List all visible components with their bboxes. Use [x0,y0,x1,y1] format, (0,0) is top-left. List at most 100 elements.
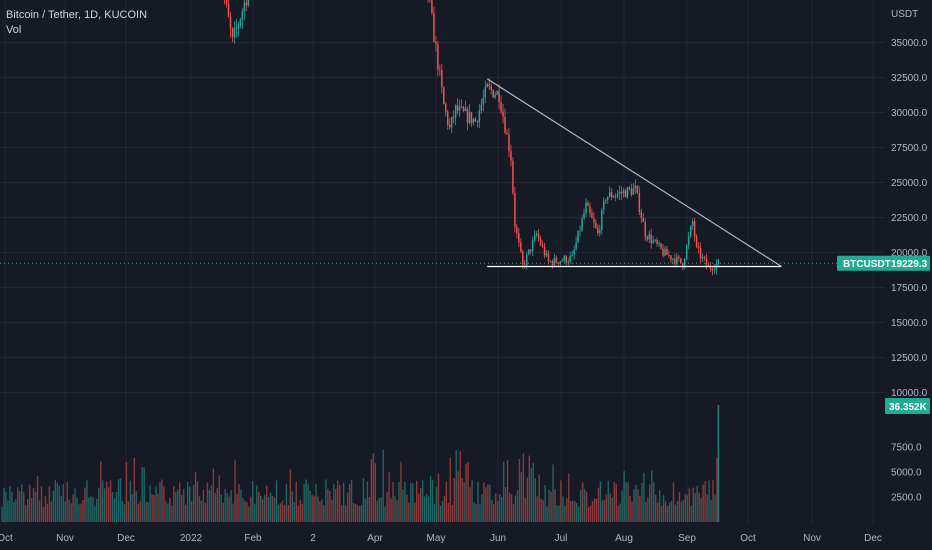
candle-body [450,116,453,128]
price-tick-label: 15000.0 [891,318,928,329]
volume-bar [518,459,521,522]
candle-body [682,262,684,268]
volume-bar [506,460,509,522]
volume-bar [80,503,82,522]
volume-bar [206,482,209,522]
volume-bar [625,482,627,522]
volume-bar [653,482,655,522]
candle-body [606,196,609,201]
volume-bar [331,499,333,522]
volume-bar [662,495,665,522]
volume-bar [473,502,475,522]
volume-bar [668,502,671,522]
volume-bar [376,500,378,522]
volume-bar [717,405,720,522]
volume-bar [188,486,191,522]
volume-bar [28,484,31,522]
volume-bar [271,495,274,522]
volume-bar [230,490,232,522]
candle-body [452,116,455,118]
volume-bar [317,496,319,522]
volume-bar [198,496,201,522]
candle-body [476,121,479,123]
volume-bar [647,497,649,522]
volume-bar [147,502,149,522]
volume-bar [356,505,359,522]
volume-bar [210,485,213,522]
volume-bar [706,494,708,522]
volume-bar [133,458,136,522]
volume-bar [111,492,114,522]
volume-bar [94,506,96,522]
time-tick-label: 2 [310,533,316,544]
volume-bar [157,493,159,522]
volume-bar [236,493,238,522]
volume-bar [418,493,420,522]
candle-body [638,192,641,213]
candle-body [664,248,666,256]
volume-bar [121,501,124,522]
volume-bar [429,475,432,522]
volume-bar [30,498,33,522]
volume-bar [104,488,106,522]
volume-bar [512,503,515,522]
candle-body [547,253,550,262]
last-volume-value: 36.352K [889,402,928,413]
descending-trendline[interactable] [486,78,782,268]
volume-bar [558,505,560,522]
candle-body [672,258,674,260]
candle-body [581,218,583,231]
volume-bar [380,497,382,522]
volume-bar [601,500,604,522]
candle-body [693,221,696,237]
candle-body [597,227,599,233]
volume-bar [366,481,369,522]
volume-bar [32,488,35,522]
volume-bar [550,491,552,522]
volume-bar [346,492,349,522]
volume-bar [645,501,647,522]
volume-bar [666,506,669,522]
volume-bar [637,489,639,522]
volume-bar [702,484,704,522]
volume-tick-label: 7500.0 [891,443,922,454]
candle-body [529,249,532,252]
volume-bar [273,497,276,522]
volume-bar [48,486,51,522]
volume-bar [607,480,610,522]
volume-bar [522,453,525,522]
volume-bar [451,504,453,522]
volume-bar [548,489,550,522]
volume-bars [1,405,720,522]
volume-bar [74,488,76,522]
volume-bar [82,499,84,522]
candle-body [514,193,516,228]
last-price-tag: BTCUSDT 19229.3 [837,255,930,271]
candle-body [654,239,656,241]
volume-bar [692,487,694,522]
time-tick-label: Jul [555,533,568,544]
candle-body [535,233,538,236]
candle-body [713,269,716,271]
price-tick-label: 35000.0 [891,38,928,49]
candle-body [687,236,690,246]
volume-bar [621,490,623,522]
time-axis[interactable]: Oct Nov Dec 2022 Feb 2 Apr May Jun Jul Aug Sep Oct No… [0,533,882,544]
volume-bar [579,489,582,522]
volume-bar [90,496,92,522]
volume-bar [457,471,459,522]
volume-bar [678,492,681,522]
volume-bar [556,505,558,522]
volume-bar [167,503,169,522]
volume-bar [327,488,329,522]
volume-bar [40,486,43,522]
candle-body [579,230,581,232]
volume-bar [344,505,347,522]
candle-body [237,25,240,29]
price-axis[interactable]: USDT 35000.0 32500.0 30000.0 27500.0 25000.0… [891,9,928,399]
volume-bar [477,481,479,522]
volume-bar [46,503,49,522]
volume-bar [115,491,118,522]
volume-bar [287,505,290,522]
